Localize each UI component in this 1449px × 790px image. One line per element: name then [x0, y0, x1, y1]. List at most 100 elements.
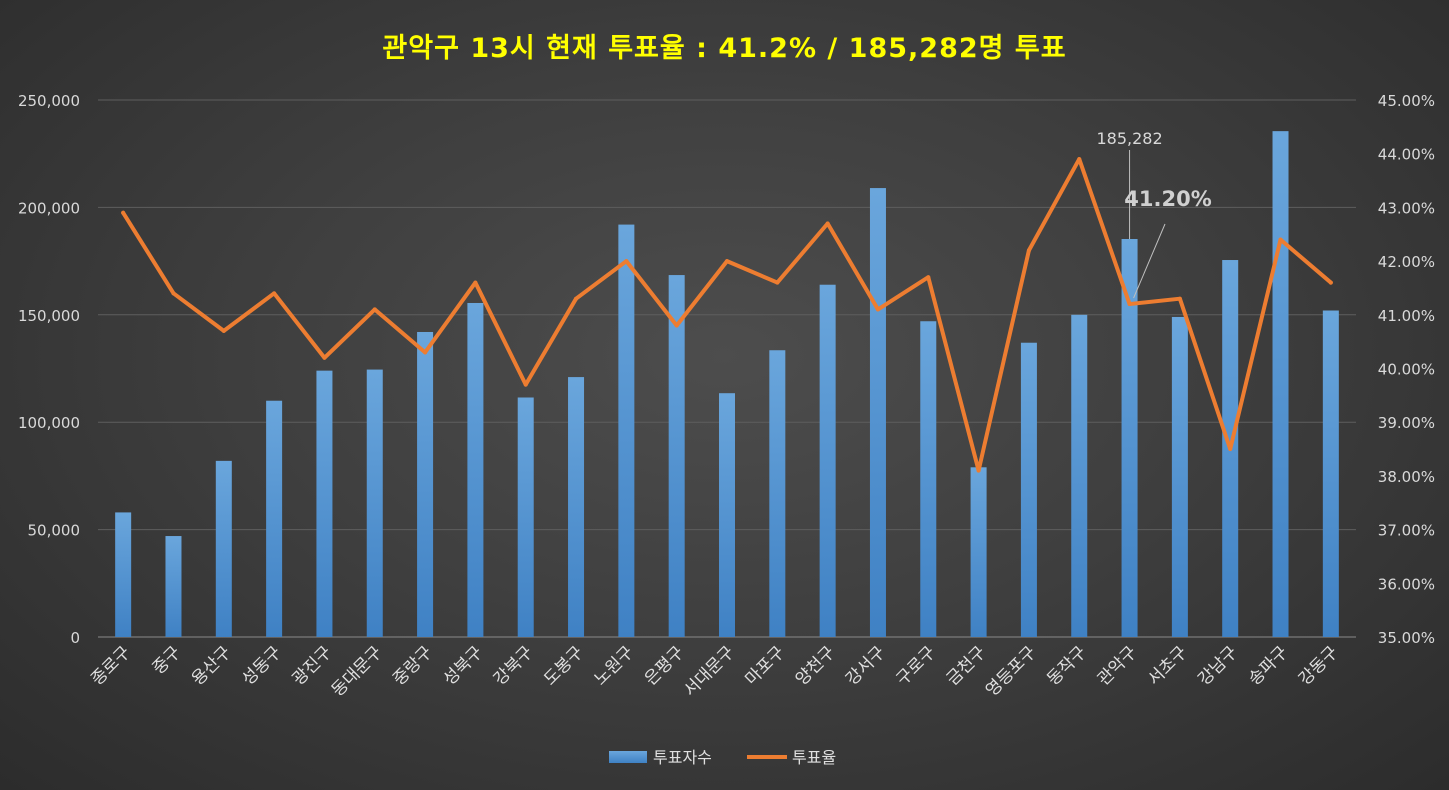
bar: [618, 224, 635, 638]
bar: [719, 393, 735, 637]
x-tick-label: 도봉구: [540, 642, 587, 689]
line-point: [523, 382, 528, 387]
x-tick-label: 성동구: [238, 642, 285, 689]
x-tick-label: 중랑구: [389, 642, 436, 689]
bar: [115, 512, 132, 637]
bar: [165, 536, 182, 637]
x-tick-label: 강남구: [1194, 642, 1241, 689]
x-tick-label: 동대문구: [328, 642, 386, 700]
bar: [869, 188, 886, 637]
legend-label-line: 투표율: [792, 748, 836, 767]
bar: [819, 284, 836, 637]
line-point: [1228, 447, 1233, 452]
line-point: [875, 307, 880, 312]
x-tick-label: 서대문구: [680, 642, 738, 700]
x-tick-label: 은평구: [641, 642, 688, 689]
x-tick-label: 마포구: [742, 642, 789, 689]
line-point: [825, 221, 830, 226]
y-right-tick-label: 38.00%: [1378, 468, 1435, 486]
y-right-tick-label: 43.00%: [1378, 199, 1435, 217]
x-tick-label: 강서구: [842, 642, 889, 689]
line-point: [1328, 280, 1333, 285]
line-value-annotation: 41.20%: [1124, 187, 1211, 211]
line-point: [1127, 302, 1132, 307]
x-tick-label: 노원구: [591, 642, 638, 689]
bar: [517, 397, 534, 637]
y-right-tick-label: 41.00%: [1378, 307, 1435, 325]
x-tick-label: 성북구: [440, 642, 487, 689]
bar: [568, 377, 585, 637]
x-tick-label: 동작구: [1043, 642, 1090, 689]
line-point: [1026, 248, 1031, 253]
bar: [1020, 342, 1037, 637]
bar: [970, 467, 987, 637]
line-point: [221, 328, 226, 333]
line-point: [1077, 157, 1082, 162]
line-point: [171, 291, 176, 296]
y-right-tick-label: 35.00%: [1378, 629, 1435, 647]
x-tick-label: 관악구: [1094, 642, 1141, 689]
y-right-tick-label: 42.00%: [1378, 253, 1435, 271]
bar: [668, 275, 685, 637]
line-point: [926, 275, 931, 280]
bar: [1322, 310, 1339, 637]
chart-title: 관악구 13시 현재 투표율 : 41.2% / 185,282명 투표: [382, 33, 1067, 64]
bar: [1171, 316, 1188, 637]
bar: [1121, 239, 1138, 637]
line-point: [976, 468, 981, 473]
line-point: [775, 280, 780, 285]
line-point: [1278, 237, 1283, 242]
bar: [1071, 314, 1088, 637]
y-right-tick-label: 37.00%: [1378, 522, 1435, 540]
x-tick-label: 강동구: [1295, 642, 1342, 689]
x-tick-label: 서초구: [1144, 642, 1191, 689]
x-tick-label: 구로구: [892, 642, 939, 689]
x-tick-label: 영등포구: [982, 642, 1040, 700]
bar: [266, 400, 283, 637]
x-tick-label: 광진구: [289, 642, 336, 689]
line-point: [674, 323, 679, 328]
bar: [467, 302, 484, 637]
line-point: [473, 280, 478, 285]
y-left-tick-label: 250,000: [18, 92, 80, 110]
legend-label-bar: 투표자수: [653, 748, 712, 767]
y-left-tick-label: 150,000: [18, 307, 80, 325]
line-point: [1177, 296, 1182, 301]
line-point: [624, 259, 629, 264]
bar: [215, 460, 232, 637]
y-right-tick-label: 45.00%: [1378, 92, 1435, 110]
x-tick-label: 금천구: [943, 642, 990, 689]
y-left-tick-label: 0: [70, 629, 80, 647]
line-point: [372, 307, 377, 312]
line-point: [725, 259, 729, 264]
bar: [1272, 131, 1289, 637]
y-right-tick-label: 44.00%: [1378, 146, 1435, 164]
x-tick-label: 용산구: [188, 642, 235, 689]
y-right-tick-label: 39.00%: [1378, 414, 1435, 432]
line-point: [121, 210, 126, 215]
y-right-tick-label: 40.00%: [1378, 361, 1435, 379]
x-tick-label: 종로구: [87, 642, 134, 689]
bar: [417, 331, 434, 637]
y-left-tick-label: 200,000: [18, 199, 80, 217]
x-tick-label: 중구: [149, 642, 185, 678]
bar-value-annotation: 185,282: [1096, 129, 1162, 148]
x-tick-label: 양천구: [792, 642, 839, 689]
line-point: [272, 291, 277, 296]
line-annotation-leader: [1133, 223, 1166, 299]
bar: [366, 369, 383, 637]
x-tick-label: 송파구: [1245, 642, 1292, 689]
bar: [920, 321, 937, 637]
line-point: [423, 350, 428, 355]
bar: [769, 350, 786, 637]
x-tick-label: 강북구: [490, 642, 537, 689]
bar: [316, 370, 333, 637]
y-right-tick-label: 36.00%: [1378, 575, 1435, 593]
legend-swatch-bar: [609, 751, 647, 763]
line-point: [574, 296, 579, 301]
y-left-tick-label: 100,000: [18, 414, 80, 432]
y-left-tick-label: 50,000: [28, 522, 81, 540]
line-point: [322, 355, 327, 360]
